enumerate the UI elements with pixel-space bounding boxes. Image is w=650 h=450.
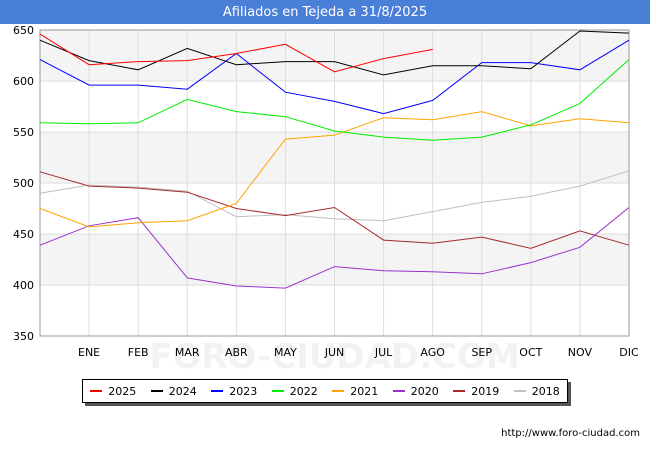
legend-item-2024: 2024 [150, 384, 197, 398]
x-tick-label: FEB [128, 346, 149, 359]
legend-item-2021: 2021 [332, 385, 378, 398]
y-tick-label: 600 [13, 75, 34, 88]
legend-swatch [453, 390, 466, 392]
series-line-2023 [39, 39, 630, 115]
x-tick-label: ABR [225, 346, 248, 359]
legend-label: 2020 [410, 384, 439, 398]
legend-item-2022: 2022 [271, 384, 318, 398]
legend-item-2020: 2020 [392, 384, 439, 398]
legend-swatch [332, 390, 345, 392]
y-tick-label: 350 [13, 330, 34, 343]
x-tick-label: OCT [519, 346, 542, 359]
legend-swatch [392, 390, 405, 392]
legend-item-2019: 2019 [453, 385, 499, 398]
source-credit: http://www.foro-ciudad.com [501, 428, 640, 439]
series-line-2021 [39, 111, 630, 228]
y-tick-label: 450 [13, 228, 34, 241]
series-line-2018 [39, 170, 630, 222]
y-tick-label: 500 [13, 177, 34, 190]
x-tick-label: JUN [324, 346, 345, 359]
legend-swatch [90, 390, 103, 392]
y-tick-label: 650 [13, 24, 34, 37]
legend-label: 2019 [471, 384, 500, 398]
series-line-2020 [39, 207, 630, 289]
series-line-2019 [39, 171, 630, 249]
legend-item-2025: 2025 [90, 385, 136, 398]
series-line-2025 [39, 33, 433, 73]
y-tick-label: 550 [13, 126, 34, 139]
legend-swatch [211, 390, 224, 392]
watermark-text: FORO-CIUDAD.COM [149, 337, 520, 377]
legend-label: 2021 [350, 384, 379, 398]
legend-label: 2018 [531, 384, 560, 398]
series-line-2022 [39, 59, 630, 141]
x-tick-label: JUL [374, 346, 393, 359]
legend-label: 2025 [108, 384, 137, 398]
x-tick-label: ENE [78, 346, 100, 359]
legend-swatch [513, 390, 526, 392]
x-tick-label: MAR [175, 346, 200, 359]
x-tick-label: DIC [619, 346, 639, 359]
legend-swatch [150, 390, 163, 392]
legend-item-2018: 2018 [513, 384, 560, 398]
legend-label: 2022 [289, 384, 318, 398]
chart-title: Afiliados en Tejeda a 31/8/2025 [0, 0, 650, 24]
chart-legend: 2025 2024 2023 2022 2021 2020 2019 2018 [82, 379, 568, 403]
x-tick-label: AGO [420, 346, 445, 359]
legend-label: 2024 [168, 384, 197, 398]
x-tick-label: MAY [274, 346, 297, 359]
x-tick-label: SEP [471, 346, 492, 359]
line-chart: FORO-CIUDAD.COM 350 400 450 500 550 600 650 ENE F… [13, 24, 639, 377]
series-line-2024 [39, 30, 630, 76]
legend-label: 2023 [229, 384, 258, 398]
y-tick-label: 400 [13, 279, 34, 292]
legend-swatch [271, 390, 284, 392]
x-tick-label: NOV [568, 346, 593, 359]
legend-item-2023: 2023 [211, 385, 257, 398]
plot-border [39, 29, 630, 337]
